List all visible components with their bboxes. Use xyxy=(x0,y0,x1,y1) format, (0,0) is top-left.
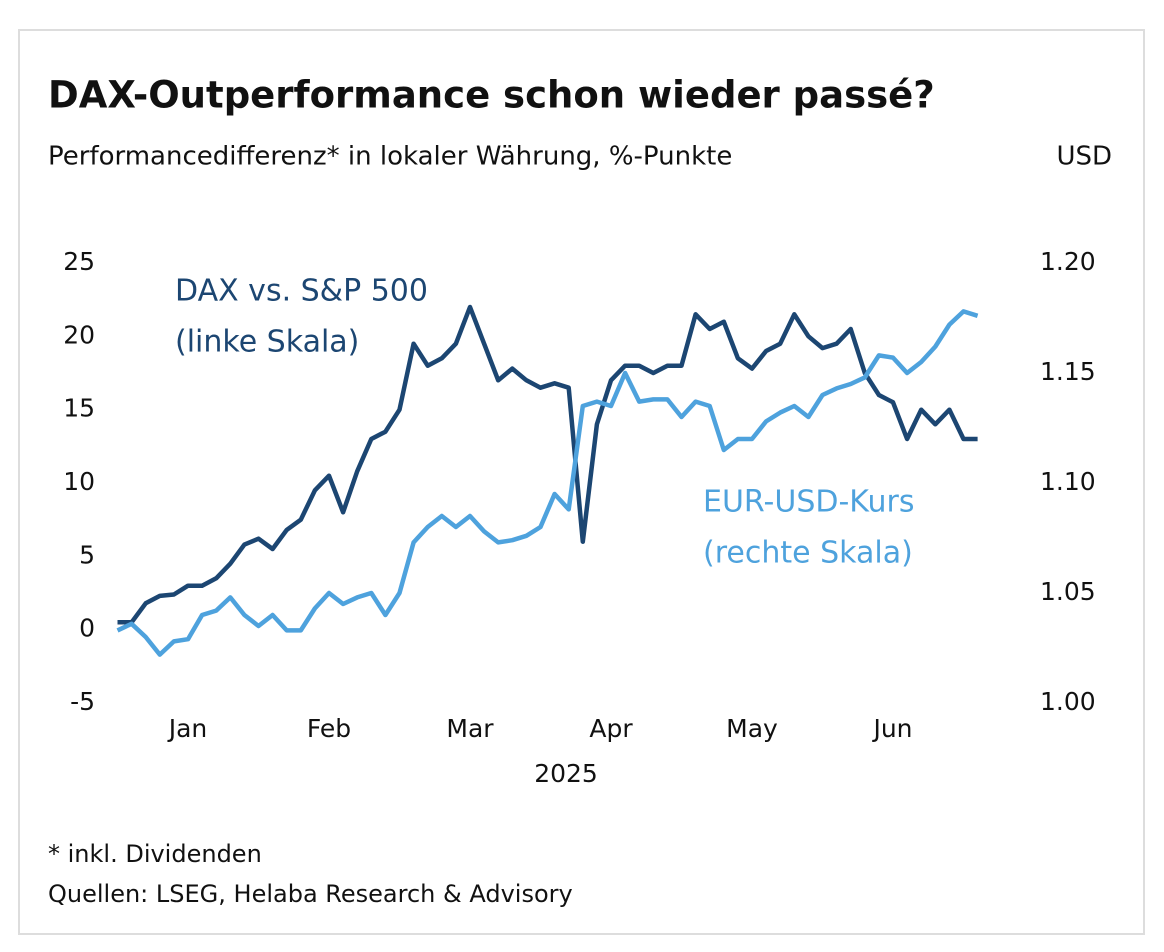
x-tick-label: Mar xyxy=(446,714,494,743)
data-line xyxy=(116,309,979,657)
y-tick-label: 0 xyxy=(79,614,95,643)
x-tick-label: Feb xyxy=(307,714,351,743)
x-tick-label: May xyxy=(726,714,778,743)
y2-tick-label: 1.10 xyxy=(1040,467,1096,496)
chart-title: DAX-Outperformance schon wieder passé? xyxy=(48,74,935,117)
card xyxy=(18,29,1145,935)
y2-tick-label: 1.20 xyxy=(1040,247,1096,276)
y-tick-label: 20 xyxy=(63,320,95,349)
series-label: EUR-USD-Kurs xyxy=(703,485,914,520)
x-tick-label: Jan xyxy=(167,714,208,743)
x-axis-label: 2025 xyxy=(534,759,598,788)
series-label: DAX vs. S&P 500 xyxy=(175,274,428,309)
series-label-note: (rechte Skala) xyxy=(703,536,913,571)
y2-tick-label: 1.15 xyxy=(1040,357,1096,386)
y-tick-label: 5 xyxy=(79,540,95,569)
y-tick-label: -5 xyxy=(70,687,95,716)
x-tick-label: Apr xyxy=(589,714,633,743)
y2-tick-label: 1.00 xyxy=(1040,687,1096,716)
y2-tick-label: 1.05 xyxy=(1040,577,1096,606)
series-label-note: (linke Skala) xyxy=(175,325,359,360)
footnote: Quellen: LSEG, Helaba Research & Advisor… xyxy=(48,880,573,908)
y-tick-label: 25 xyxy=(63,247,95,276)
y-tick-label: 10 xyxy=(63,467,95,496)
data-line xyxy=(117,304,978,625)
y-tick-label: 15 xyxy=(63,394,95,423)
y2-axis-label: USD xyxy=(1056,142,1112,172)
x-tick-label: Jun xyxy=(871,714,912,743)
footnote: * inkl. Dividenden xyxy=(48,840,262,868)
chart-subtitle: Performancedifferenz* in lokaler Währung… xyxy=(48,142,732,172)
